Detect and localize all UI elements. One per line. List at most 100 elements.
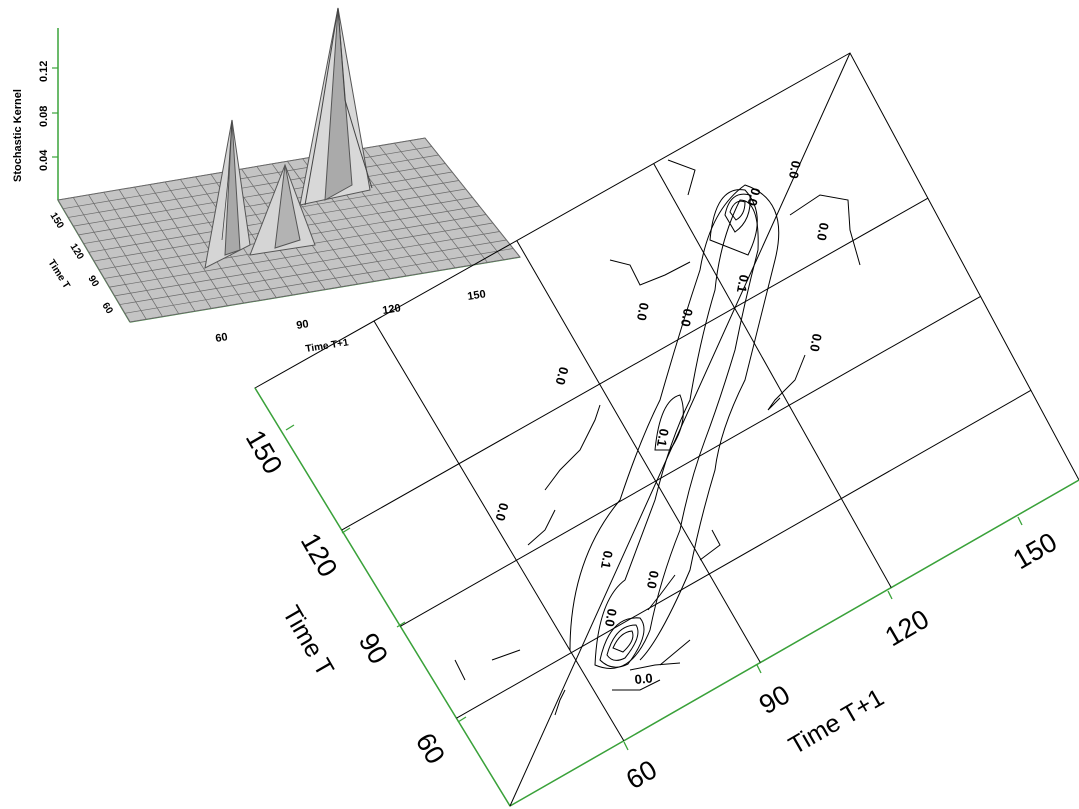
z-tick-label: 0.12 [38, 61, 50, 82]
contour-frag-14 [659, 639, 691, 666]
contour-frag-12 [491, 649, 521, 661]
surface-x-tick-label: 120 [382, 302, 402, 317]
contour-lines [454, 159, 861, 716]
contour-frag-5 [544, 404, 601, 491]
contour-x-tick-mark [1017, 516, 1023, 526]
contour-label-00-h: 0.0 [492, 501, 511, 522]
contour-y-tick-mark [396, 621, 406, 628]
contour-x-tick-label: 60 [621, 754, 662, 795]
surface-y-tick-label: 150 [47, 211, 65, 231]
contour-label-00-g: 0.0 [552, 365, 571, 386]
contour-label-00-d: 0.0 [634, 301, 652, 321]
contour-y-tick-mark [285, 424, 295, 431]
z-tick-label: 0.04 [38, 149, 50, 171]
contour-ring-top-1 [724, 193, 751, 233]
contour-frag-7 [699, 529, 721, 561]
contour-x-ticks: 60 90 120 150 [621, 516, 1062, 795]
contour-label-01-c: 0.1 [598, 549, 616, 569]
surface-ridge-lines [304, 7, 373, 206]
contour-label-00-j: 0.0 [602, 607, 620, 627]
contour-labels: 0.0 0.0 0.0 0.1 0.0 0.0 0.0 0.0 0.1 0.0 … [492, 159, 831, 687]
contour-frag-10 [629, 662, 681, 671]
contour-frag-4 [767, 354, 806, 411]
contour-frag-3 [789, 194, 861, 266]
contour-ring-low-1 [599, 617, 645, 668]
contour-grid-line [400, 295, 981, 627]
surface-peak-1-ridges [221, 119, 233, 241]
contour-label-01-b: 0.1 [654, 427, 672, 447]
contour-grid-line [653, 163, 892, 588]
contour-frag-2 [667, 159, 696, 196]
surface-grid-line [129, 256, 521, 323]
contour-y-tick-label: 90 [353, 628, 394, 669]
contour-label-00-i: 0.0 [644, 569, 662, 589]
contour-label-00-b: 0.0 [744, 186, 763, 207]
contour-grid-line [373, 320, 625, 742]
surface-grid-line [119, 239, 507, 305]
surface-grid-line [73, 163, 446, 227]
contour-grid-line [341, 197, 929, 531]
surface-peak-1-shade [224, 119, 241, 256]
surface-grid-line [57, 137, 426, 201]
contour-x-tick-label: 90 [754, 679, 795, 720]
surface-y-tick-label: 60 [99, 301, 114, 317]
contour-frag-13 [554, 689, 566, 716]
surface-grid-line [124, 248, 514, 314]
z-tick-label: 0.08 [38, 106, 50, 127]
contour-grid-line [516, 240, 761, 663]
z-axis-title: Stochastic Kernel [12, 89, 24, 182]
surface-grid-line [68, 154, 439, 218]
surface-x-axis-title: Time T+1 [305, 337, 350, 355]
contour-y-axis-line [254, 387, 511, 807]
contour-x-axis-line [509, 479, 1079, 807]
contour-label-00-c: 0.0 [814, 221, 832, 241]
contour-y-tick-label: 120 [295, 528, 344, 582]
contour-ring-low-2 [606, 624, 639, 661]
contour-x-axis-title: Time T+1 [784, 683, 889, 760]
contour-x-tick-mark [887, 590, 893, 600]
contour-x-tick-mark [756, 664, 762, 674]
surface-grid-line [78, 171, 453, 236]
contour-y-tick-label: 150 [240, 425, 289, 479]
surface-y-tick-label: 120 [67, 242, 85, 262]
surface-x-ticks: 60 90 120 150 [215, 288, 487, 345]
contour-y-tick-label: 60 [410, 728, 451, 769]
surface-y-axis-title: Time T [45, 258, 71, 291]
contour-ring-top-2 [709, 189, 758, 256]
surface-grid-line [63, 146, 432, 210]
contour-frag-1 [609, 259, 691, 286]
contour-ring-mid [654, 394, 684, 451]
contour-label-00-f: 0.0 [807, 332, 825, 352]
contour-label-00-e: 0.0 [678, 307, 696, 327]
contour-frag-8 [647, 574, 676, 611]
z-ticks: 0.04 0.08 0.12 [38, 61, 58, 171]
surface-peak-2-shade [274, 164, 301, 249]
surface-grid-line [109, 222, 493, 288]
contour-y-tick-mark [341, 527, 351, 534]
contour-ring-outer [594, 199, 759, 669]
contour-ring-wide [569, 184, 780, 661]
surface-x-tick-label: 90 [296, 318, 310, 332]
contour-frag-6 [527, 509, 556, 546]
contour-frag-9 [612, 679, 661, 691]
contour-grid-line [456, 389, 1032, 719]
contour-y-axis-title: Time T [277, 601, 339, 681]
surface-plot: 0.040.080.12 Stochastic Kernel 609012015… [12, 7, 521, 355]
surface-y-tick-label: 90 [85, 274, 100, 290]
contour-ring-low-3 [612, 630, 634, 653]
contour-ring-top-3 [729, 200, 746, 221]
contour-x-tick-label: 120 [880, 604, 934, 653]
contour-frag-11 [454, 659, 466, 681]
surface-grid-line [114, 231, 500, 297]
contour-label-01-a: 0.1 [734, 273, 752, 293]
contour-grid [341, 163, 1032, 742]
contour-label-00-k: 0.0 [634, 670, 653, 687]
surface-x-tick-label: 150 [467, 288, 487, 303]
contour-x-tick-label: 150 [1008, 527, 1062, 576]
surface-x-tick-label: 60 [215, 331, 229, 345]
contour-label-00-a: 0.0 [786, 159, 804, 179]
contour-x-tick-mark [623, 741, 629, 751]
